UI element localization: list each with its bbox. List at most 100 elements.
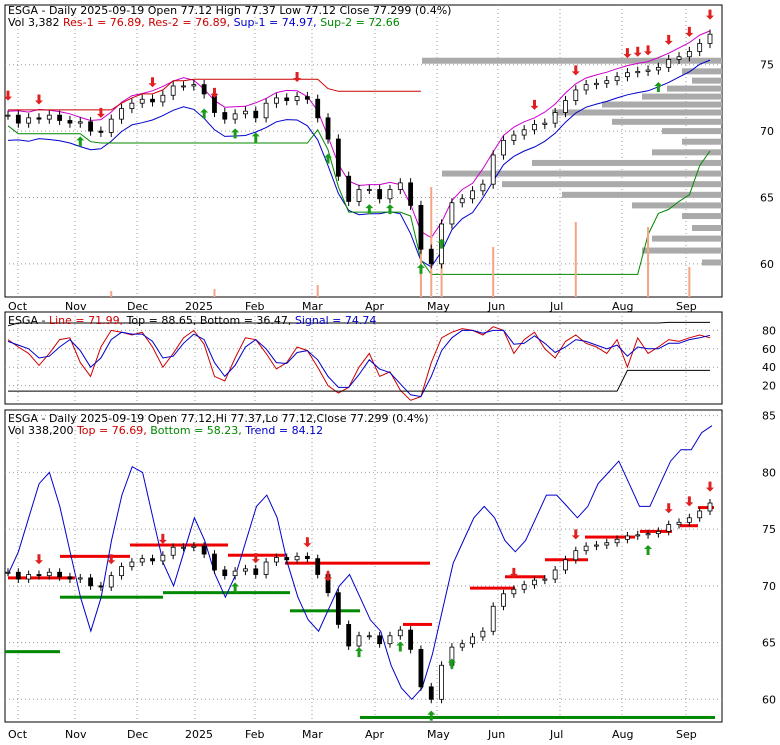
- trend-candle-body: [459, 643, 465, 648]
- price-candle-body: [160, 94, 166, 103]
- support-bar: [290, 609, 360, 613]
- support-bar: [163, 591, 290, 595]
- trend-x-tick-label: Nov: [65, 728, 87, 741]
- trend-sell-arrow: [571, 529, 580, 540]
- price-candle-body: [459, 198, 465, 204]
- trend-sell-arrow: [324, 571, 333, 582]
- crimson-resistance-line: [8, 78, 421, 111]
- buy-arrow: [200, 108, 209, 119]
- resistance-bar: [698, 506, 714, 510]
- sell-arrow: [210, 87, 219, 98]
- volume-bar: [110, 291, 113, 297]
- resistance-bar: [130, 543, 228, 547]
- sell-arrow: [571, 65, 580, 76]
- oscillator-y-tick-label: 80: [762, 324, 776, 337]
- price-x-tick-label: Dec: [127, 300, 148, 313]
- trend-candle-body: [614, 538, 620, 544]
- price-candle-body: [315, 98, 321, 119]
- price-candle-body: [46, 114, 52, 120]
- oscillator-panel: 20 40 60 80 ESGA - Line = 71.99, Top = 88.6…: [4, 311, 776, 405]
- price-candle-body: [428, 248, 434, 265]
- oscillator-line-bottom: [8, 369, 710, 392]
- trend-candle-body: [57, 571, 63, 578]
- trend-y-tick-label: 75: [762, 523, 776, 536]
- trend-candle-body: [532, 579, 537, 586]
- price-candle-body: [15, 114, 21, 124]
- trend-candle-body: [191, 545, 197, 548]
- oscillator-lines: [7, 321, 711, 401]
- trend-candle-body: [707, 502, 713, 512]
- resistance-bar: [60, 554, 130, 558]
- trend-candle-body: [15, 571, 21, 580]
- trend-candle-body: [397, 629, 403, 637]
- trend-candle-body: [573, 550, 579, 561]
- price-x-tick-label: Sep: [676, 300, 697, 313]
- trend-sell-arrow: [664, 503, 673, 514]
- price-candle-body: [666, 59, 672, 68]
- price-candle-body: [377, 189, 383, 200]
- trend-candle-body: [284, 557, 290, 561]
- price-candle-body: [119, 108, 124, 120]
- price-candle-body: [191, 84, 197, 87]
- volume-profile-bar: [662, 128, 722, 135]
- buy-arrow: [654, 81, 663, 92]
- price-x-tick-label: 2025: [185, 300, 213, 313]
- buy-arrow: [231, 128, 240, 139]
- price-candle-body: [243, 110, 248, 115]
- price-candle-body: [274, 97, 279, 104]
- trend-x-axis: Oct Nov Dec 2025 Feb Mar Apr May Jun Jul Aug Sep: [8, 728, 697, 741]
- trend-candle-body: [77, 577, 83, 580]
- price-y-tick-label: 65: [760, 191, 774, 204]
- trend-candle-body: [67, 576, 73, 580]
- volume-profile-bar: [442, 170, 722, 177]
- price-candle-body: [449, 202, 455, 225]
- price-x-tick-label: Feb: [245, 300, 264, 313]
- trend-y-tick-label: 70: [762, 580, 776, 593]
- price-candle-body: [263, 102, 269, 119]
- trend-sell-arrow: [107, 554, 116, 565]
- trend-panel-frame: [4, 409, 723, 723]
- trend-candle-body: [604, 542, 610, 546]
- trend-candle-body: [563, 559, 568, 571]
- trend-candle-body: [521, 584, 527, 590]
- trend-sell-arrow: [34, 554, 43, 565]
- resistance-bar: [8, 576, 75, 580]
- sell-arrow: [644, 45, 653, 56]
- trend-candle-body: [470, 636, 475, 645]
- price-x-tick-label: Aug: [612, 300, 633, 313]
- trend-candle-body: [408, 629, 414, 650]
- price-candle-body: [635, 70, 641, 74]
- oscillator-y-tick-label: 20: [762, 380, 776, 393]
- trend-candle-body: [418, 648, 424, 688]
- price-x-tick-label: Jul: [549, 300, 563, 313]
- trend-y-tick-label: 65: [762, 637, 776, 650]
- volume-bar: [647, 227, 650, 297]
- trend-y-tick-label: 80: [762, 466, 776, 479]
- volume-profile: [422, 57, 722, 266]
- trend-candle-body: [212, 553, 217, 571]
- sell-arrow: [633, 46, 642, 57]
- trend-candle-body: [676, 521, 682, 525]
- price-title-line: ESGA - Daily 2025-09-19 Open 77.12 High …: [8, 4, 451, 17]
- volume-bar: [492, 247, 495, 297]
- sell-arrow: [664, 34, 673, 45]
- trend-x-tick-label: May: [427, 728, 450, 741]
- trend-candle-body: [346, 624, 352, 647]
- sell-arrow: [34, 94, 43, 105]
- trend-candle-body: [501, 593, 506, 607]
- resistance-bar: [285, 561, 430, 565]
- green-support-line: [7, 125, 711, 275]
- volume-profile-bar: [612, 118, 722, 125]
- trend-candle-body: [356, 635, 362, 647]
- trend-x-tick-label: Mar: [302, 728, 323, 741]
- price-candle-body: [366, 189, 372, 191]
- price-candle-body: [604, 80, 610, 84]
- price-legend-line: Vol 3,382 Res-1 = 76.89, Res-2 = 76.89, …: [8, 16, 400, 29]
- volume-bar: [574, 222, 577, 297]
- trend-title-line: ESGA - Daily 2025-09-19 Open 77.12,Hi 77…: [8, 412, 429, 425]
- price-candle-body: [304, 96, 310, 100]
- volume-profile-bar: [652, 235, 722, 242]
- trend-buy-arrow: [231, 582, 240, 593]
- trend-x-tick-label: 2025: [185, 728, 213, 741]
- trend-candle-body: [170, 546, 176, 556]
